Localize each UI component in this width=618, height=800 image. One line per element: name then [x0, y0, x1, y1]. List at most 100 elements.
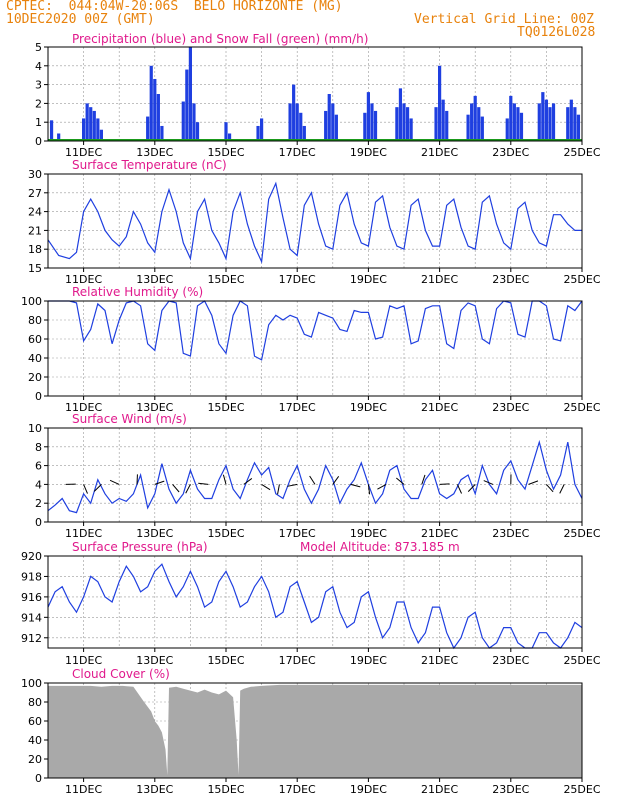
x-tick-label: 23DEC: [492, 401, 529, 414]
x-tick-label: 13DEC: [136, 273, 173, 286]
wind-arrow: [309, 475, 316, 485]
precip-bar: [373, 110, 378, 141]
precip-bar: [146, 116, 150, 141]
wind-arrow: [456, 484, 463, 494]
y-tick-label: 80: [28, 696, 42, 709]
x-tick-label: 17DEC: [279, 783, 316, 796]
wind-arrow: [483, 480, 494, 485]
precip-bar: [224, 122, 228, 141]
x-tick-label: 25DEC: [563, 146, 600, 159]
precip-bar: [89, 107, 93, 141]
x-tick-label: 23DEC: [492, 527, 529, 540]
y-tick-label: 27: [28, 187, 42, 200]
x-tick-label: 21DEC: [421, 527, 458, 540]
y-tick-label: 10: [28, 422, 42, 435]
precip-bar: [363, 112, 367, 141]
y-tick-label: 100: [21, 295, 42, 308]
y-tick-label: 100: [21, 677, 42, 690]
precip-bar: [445, 110, 449, 141]
x-tick-label: 13DEC: [136, 654, 173, 667]
panel-title: Surface Wind (m/s): [72, 412, 187, 426]
x-tick-label: 21DEC: [421, 654, 458, 667]
y-tick-label: 60: [28, 333, 42, 346]
x-tick-label: 25DEC: [563, 654, 600, 667]
y-tick-label: 914: [21, 611, 42, 624]
precip-bar: [256, 125, 260, 141]
x-tick-label: 19DEC: [350, 273, 387, 286]
precip-bar: [327, 94, 331, 141]
precip-bar: [509, 95, 513, 141]
precip-bar: [544, 99, 548, 141]
precip-bar: [292, 84, 296, 141]
wind-arrow: [467, 484, 476, 492]
wind-arrow: [332, 476, 340, 485]
precip-bar: [227, 133, 232, 141]
precip-bar: [398, 88, 403, 141]
precip-bar: [288, 103, 292, 141]
precip-bar: [409, 118, 413, 141]
y-tick-label: 918: [21, 570, 42, 583]
y-tick-label: 24: [28, 206, 42, 219]
x-tick-label: 21DEC: [421, 401, 458, 414]
series-line: [47, 563, 583, 650]
series-line: [47, 181, 582, 264]
wind-arrow: [93, 484, 102, 492]
wind-arrow: [287, 483, 298, 487]
panel-title: Surface Pressure (hPa): [72, 540, 208, 554]
cloud-area: [48, 684, 582, 778]
precip-bar: [181, 101, 185, 141]
x-tick-label: 17DEC: [279, 654, 316, 667]
wind-arrow: [439, 483, 450, 485]
y-tick-label: 8: [35, 441, 42, 454]
precip-bar: [566, 107, 570, 141]
panel-title: Surface Temperature (nC): [72, 158, 227, 172]
y-tick-label: 40: [28, 734, 42, 747]
wind-arrow: [421, 474, 426, 485]
x-tick-label: 11DEC: [65, 654, 102, 667]
y-tick-label: 916: [21, 591, 42, 604]
station-header: CPTEC: 044:04W-20:06S BELO HORIZONTE (MG…: [6, 0, 343, 14]
precip-bar: [466, 114, 470, 141]
precip-bar: [395, 107, 399, 141]
x-tick-label: 21DEC: [421, 146, 458, 159]
wind-arrow: [185, 484, 191, 494]
panel-title: Cloud Cover (%): [72, 667, 170, 681]
precip-bar: [160, 125, 164, 141]
precip-bar: [188, 47, 192, 141]
precip-bar: [295, 103, 299, 141]
precip-bar: [573, 107, 577, 141]
x-tick-label: 23DEC: [492, 783, 529, 796]
x-tick-label: 17DEC: [279, 146, 316, 159]
precip-bar: [434, 107, 438, 141]
x-tick-label: 15DEC: [207, 527, 244, 540]
precip-bar: [519, 112, 524, 141]
wind-arrow: [154, 480, 165, 485]
series-line: [48, 300, 583, 361]
y-tick-label: 6: [35, 460, 42, 473]
x-tick-label: 15DEC: [207, 146, 244, 159]
precip-bar: [57, 133, 61, 141]
y-tick-label: 30: [28, 168, 42, 181]
y-tick-label: 3: [35, 79, 42, 92]
wind-arrow: [172, 484, 180, 493]
precip-bar: [541, 92, 545, 141]
y-tick-label: 4: [35, 60, 42, 73]
grid-line-note: Vertical Grid Line: 00Z: [414, 12, 595, 27]
precip-bar: [96, 118, 100, 141]
x-tick-label: 25DEC: [563, 783, 600, 796]
x-tick-label: 25DEC: [563, 273, 600, 286]
precip-bar: [324, 110, 328, 141]
y-tick-label: 912: [21, 632, 42, 645]
panel-frame: [47, 46, 583, 142]
y-tick-label: 15: [28, 262, 42, 275]
wind-arrow: [243, 478, 253, 485]
precip-bar: [149, 65, 153, 141]
y-tick-label: 20: [28, 371, 42, 384]
precip-bar: [82, 118, 86, 141]
wind-arrow: [546, 484, 554, 493]
x-tick-label: 15DEC: [207, 273, 244, 286]
precip-bar: [537, 103, 541, 141]
x-tick-label: 23DEC: [492, 273, 529, 286]
wind-arrow: [261, 483, 271, 491]
y-tick-label: 920: [21, 550, 42, 563]
